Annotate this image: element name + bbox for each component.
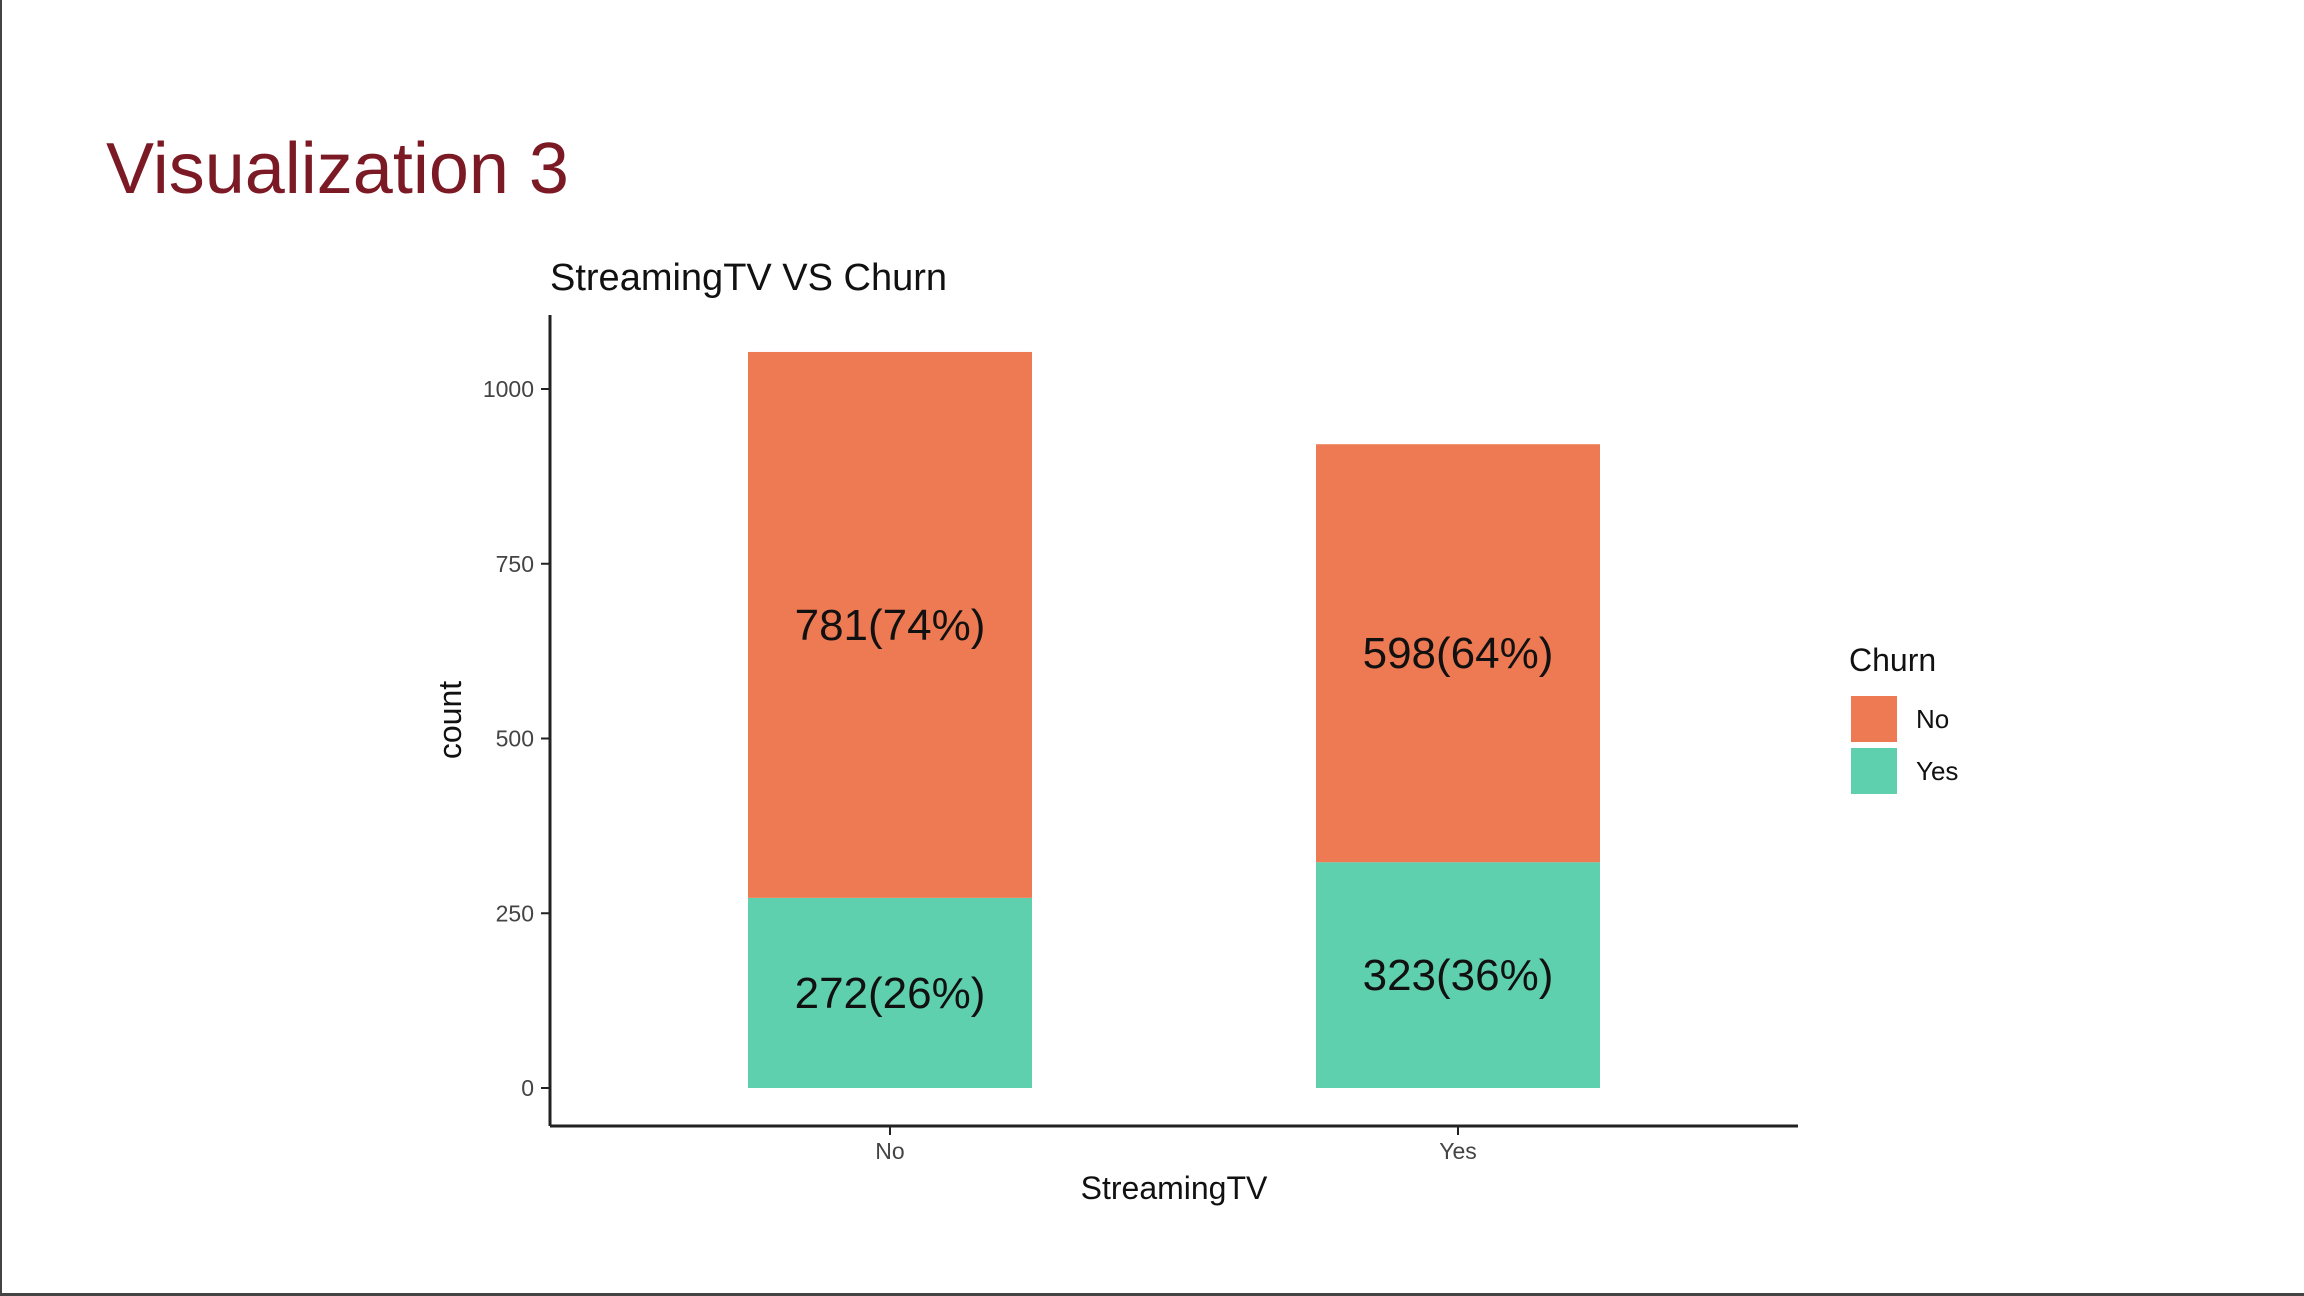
bar-no-yes [1316,444,1600,863]
y-tick-label: 1000 [483,376,534,402]
bar-yes-no [748,897,1032,1088]
data-label: 781(74%) [795,601,986,650]
bar-yes-yes [1316,862,1600,1088]
data-label: 323(36%) [1363,951,1554,1000]
y-tick-label: 500 [496,726,534,752]
legend-title: Churn [1849,642,1936,678]
y-tick-label: 0 [521,1075,534,1101]
legend-label-yes: Yes [1916,756,1958,786]
chart-title: StreamingTV VS Churn [550,257,947,299]
x-axis-title: StreamingTV [1081,1170,1268,1206]
data-label: 272(26%) [795,969,986,1018]
x-tick-label: No [875,1138,904,1164]
y-axis-title: count [432,681,468,759]
legend-label-no: No [1916,704,1949,734]
legend-key-yes [1851,748,1897,794]
legend-key-no [1851,696,1897,742]
slide-title: Visualization 3 [106,129,569,209]
data-label: 598(64%) [1363,629,1554,678]
bar-no-no [748,351,1032,898]
y-tick-label: 250 [496,900,534,926]
y-tick-label: 750 [496,551,534,577]
x-tick-label: Yes [1439,1138,1477,1164]
